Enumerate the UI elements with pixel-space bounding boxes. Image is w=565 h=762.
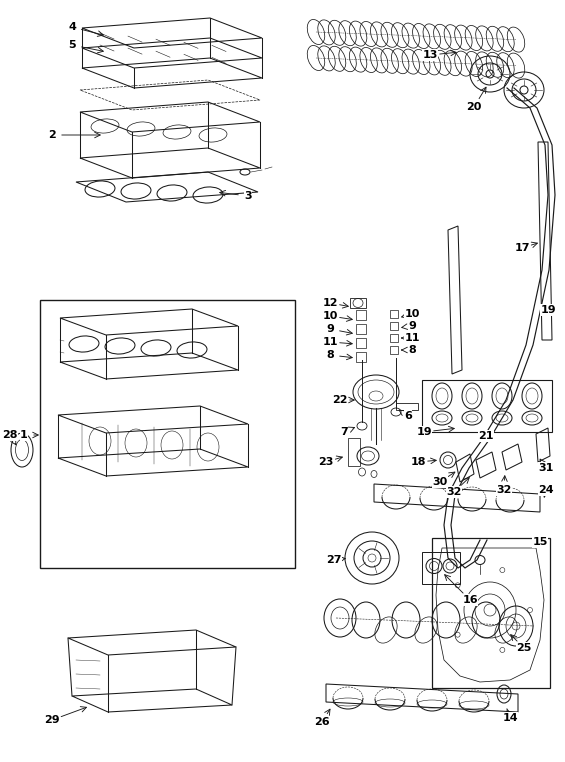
Text: 31: 31 xyxy=(538,463,554,473)
Text: 5: 5 xyxy=(68,40,76,50)
Text: 29: 29 xyxy=(44,715,60,725)
Text: 11: 11 xyxy=(322,337,338,347)
Text: 19: 19 xyxy=(540,305,556,315)
Text: 27: 27 xyxy=(326,555,342,565)
Text: 2: 2 xyxy=(48,130,56,140)
Text: 19: 19 xyxy=(416,427,432,437)
Text: 30: 30 xyxy=(432,477,447,487)
Bar xyxy=(356,324,366,334)
Text: 13: 13 xyxy=(422,50,438,60)
Text: 3: 3 xyxy=(244,191,252,201)
Text: 7: 7 xyxy=(340,427,348,437)
Bar xyxy=(350,298,366,308)
Text: 23: 23 xyxy=(318,457,334,467)
Text: 25: 25 xyxy=(516,643,532,653)
Text: 16: 16 xyxy=(462,595,478,605)
Text: 28: 28 xyxy=(2,430,18,440)
Text: 9: 9 xyxy=(326,324,334,334)
Bar xyxy=(390,310,398,318)
Bar xyxy=(356,310,366,320)
Text: 24: 24 xyxy=(538,485,554,495)
Text: 17: 17 xyxy=(514,243,530,253)
Text: 15: 15 xyxy=(532,537,547,547)
Text: 12: 12 xyxy=(322,298,338,308)
Text: 1: 1 xyxy=(20,430,28,440)
Bar xyxy=(422,552,460,584)
Bar xyxy=(422,380,552,432)
Text: 8: 8 xyxy=(326,350,334,360)
Bar xyxy=(356,338,366,348)
Text: 4: 4 xyxy=(68,22,76,32)
Text: 14: 14 xyxy=(502,713,518,723)
Text: 26: 26 xyxy=(314,717,330,727)
Text: 8: 8 xyxy=(408,345,416,355)
Bar xyxy=(432,538,550,688)
Text: 21: 21 xyxy=(478,431,494,441)
Bar xyxy=(348,438,360,466)
Text: 10: 10 xyxy=(322,311,338,321)
Text: 6: 6 xyxy=(404,411,412,421)
Text: 22: 22 xyxy=(332,395,347,405)
Text: 11: 11 xyxy=(404,333,420,343)
Bar xyxy=(356,352,366,362)
Bar xyxy=(396,403,418,410)
Text: 32: 32 xyxy=(496,485,512,495)
Text: 18: 18 xyxy=(410,457,426,467)
Text: 10: 10 xyxy=(405,309,420,319)
Bar xyxy=(390,334,398,342)
Bar xyxy=(40,300,295,568)
Bar xyxy=(390,346,398,354)
Text: 32: 32 xyxy=(446,487,462,497)
Text: 20: 20 xyxy=(466,102,482,112)
Text: 9: 9 xyxy=(408,321,416,331)
Bar xyxy=(390,322,398,330)
